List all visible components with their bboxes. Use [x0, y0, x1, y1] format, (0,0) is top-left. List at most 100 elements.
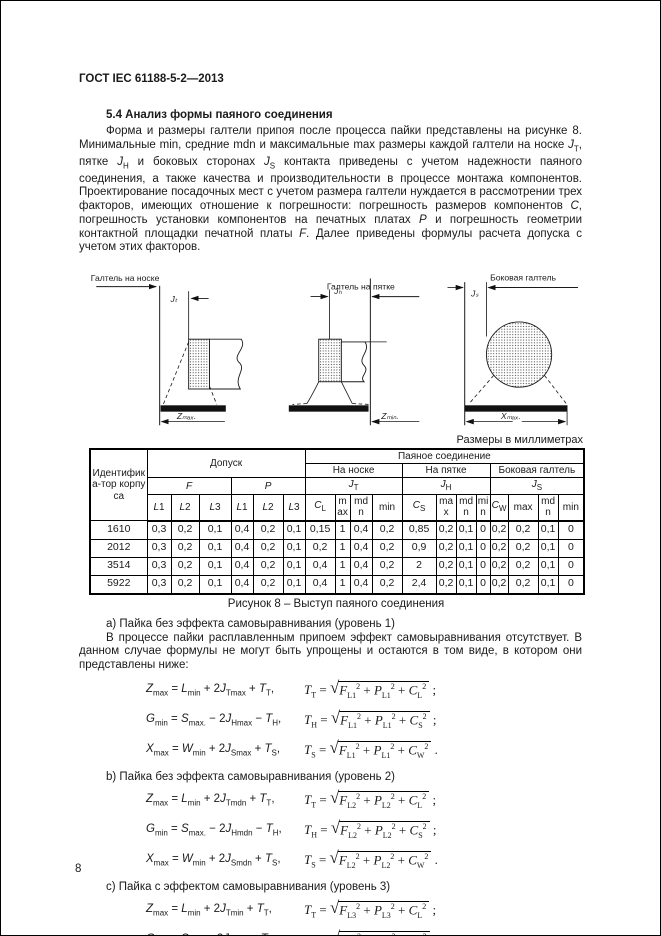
- figure-caption: Рисунок 8 – Выступ паяного соединения: [227, 597, 445, 610]
- equation-row: Xmax = Wmin + 2JSmax + TS, TS = √ FL12 + P…: [79, 738, 582, 763]
- table-row: 1610 0,3 0,2 0,1 0,4 0,2 0,1 0,15 1 0,4 0,2 0,85 0,2…: [89, 520, 585, 540]
- equation-group-b: Zmax = Lmin + 2JTmdn + TT, TT = √ FL22 + P…: [79, 788, 582, 873]
- side-j-dim-label: Jₛ: [470, 289, 479, 299]
- equation-row: Zmax = Lmin + 2JTmax + TT, TT = √ FL12 + P…: [79, 678, 582, 703]
- heel-fillet-flare-left: [306, 381, 319, 404]
- component-lead-break: [340, 341, 367, 383]
- col-header-l1: L1: [230, 494, 254, 522]
- value-cell: 0,4: [349, 520, 373, 540]
- subsection-c-heading: c) Пайка с эффектом самовыравнивания (ур…: [106, 880, 391, 893]
- value-cell: 0,2: [435, 574, 457, 595]
- value-cell: 0,4: [230, 538, 254, 558]
- equation-left: Zmax = Lmin + 2JTmdn + TT,: [146, 793, 275, 808]
- col-header-cw: CW: [489, 494, 509, 522]
- col-header-l2: L2: [252, 494, 284, 522]
- heel-solder-fillet: [317, 338, 342, 383]
- toe-fillet-label: Галтель на носке: [91, 273, 160, 283]
- equation-group-a: Zmax = Lmin + 2JTmax + TT, TT = √ FL12 + P…: [79, 678, 582, 763]
- value-cell: 0: [557, 556, 585, 576]
- col-header-mdn: mdn: [349, 494, 373, 522]
- value-cell: 1: [334, 538, 351, 558]
- value-cell: 0,2: [304, 538, 336, 558]
- units-note: Размеры в миллиметрах: [456, 433, 583, 446]
- equation-left: Xmax = Wmin + 2JSmdn + TS,: [146, 853, 281, 868]
- value-cell: 0,4: [304, 574, 336, 595]
- table-row: 2012 0,3 0,2 0,1 0,4 0,2 0,1 0,2 1 0,4 0,2 0,9 0,2 0,…: [89, 538, 585, 558]
- package-id-cell: 2012: [89, 538, 148, 558]
- value-cell: 0,4: [349, 556, 373, 576]
- value-cell: 0,1: [537, 574, 559, 595]
- subsection-a: a) Пайка без эффекта самовыравнивания (у…: [79, 618, 582, 763]
- equation-right: TT = √ FL32 + PL32 + CL2 ;: [304, 897, 437, 920]
- value-cell: 0,2: [371, 520, 403, 540]
- col-header-package-id: Идентифика-тор корпуса: [89, 448, 148, 522]
- value-cell: 0: [475, 520, 491, 540]
- value-cell: 0,1: [455, 556, 477, 576]
- page-number: 8: [75, 863, 82, 875]
- value-cell: 0: [475, 574, 491, 595]
- value-cell: 0,1: [537, 556, 559, 576]
- heel-fillet-label: Галтель на пятке: [326, 281, 394, 291]
- value-cell: 0,1: [282, 520, 306, 540]
- value-cell: 0,2: [170, 538, 200, 558]
- value-cell: 0,2: [371, 556, 403, 576]
- toe-fillet-slope-right: [209, 386, 218, 405]
- value-cell: 0,3: [146, 574, 172, 595]
- value-cell: 0: [557, 538, 585, 558]
- heel-fillet-slope-left: [292, 403, 307, 405]
- subsection-a-heading: a) Пайка без эффекта самовыравнивания (у…: [106, 617, 395, 630]
- value-cell: 0,2: [371, 574, 403, 595]
- value-cell: 0,1: [537, 520, 559, 540]
- side-lead-section: [485, 321, 552, 388]
- zmin-dim-label: Zₘᵢₙ.: [380, 411, 399, 421]
- fillet-dimension-table: Идентифика-тор корпуса Допуск Паяное сое…: [89, 447, 586, 595]
- col-header-jh: JН: [401, 477, 491, 496]
- equation-row: Gmin = Smax. − 2JHmdn − TH, TH = √ FL22 + …: [79, 818, 582, 843]
- section-paragraph: Форма и размеры галтели припоя после про…: [79, 125, 582, 254]
- col-header-max: max: [507, 494, 539, 522]
- heel-j-dim-label: Jₕ: [333, 286, 342, 296]
- col-header-cs: CS: [401, 494, 437, 522]
- col-header-side: Боковая галтель: [489, 463, 585, 479]
- value-cell: 0,2: [170, 556, 200, 576]
- value-cell: 0,9: [401, 538, 437, 558]
- value-cell: 0,2: [252, 520, 284, 540]
- value-cell: 0,2: [435, 538, 457, 558]
- col-header-joint: Паяное соединение: [304, 448, 585, 465]
- value-cell: 2: [401, 556, 437, 576]
- col-header-jt: JТ: [304, 477, 403, 496]
- value-cell: 0,1: [455, 520, 477, 540]
- value-cell: 2,4: [401, 574, 437, 595]
- col-header-p: P: [230, 477, 306, 496]
- value-cell: 0,2: [507, 556, 539, 576]
- subsection-c: c) Пайка с эффектом самовыравнивания (ур…: [79, 880, 582, 935]
- value-cell: 0,2: [489, 574, 509, 595]
- col-header-l3: L3: [282, 494, 306, 522]
- value-cell: 1: [334, 556, 351, 576]
- equation-right: TS = √ FL12 + PL12 + CW2 .: [304, 737, 438, 760]
- col-header-mdn: mdn: [455, 494, 477, 522]
- equation-row: Xmax = Wmin + 2JSmdn + TS, TS = √ FL22 + P…: [79, 848, 582, 873]
- value-cell: 0,1: [282, 574, 306, 595]
- equation-row: Zmax = Lmin + 2JTmin + TT, TT = √ FL32 + P…: [79, 898, 582, 923]
- value-cell: 0,2: [435, 556, 457, 576]
- value-cell: 0,1: [198, 538, 232, 558]
- value-cell: 0,2: [489, 538, 509, 558]
- value-cell: 0,4: [349, 538, 373, 558]
- xmax-dim-label: Xₘₐₓ.: [499, 411, 520, 421]
- equation-right: TH = √ FL12 + PL12 + CS2 ;: [304, 707, 437, 730]
- toe-solder-fillet: [188, 338, 210, 390]
- equation-group-c: Zmax = Lmin + 2JTmin + TT, TT = √ FL32 + P…: [79, 898, 582, 935]
- col-header-cl: CL: [304, 494, 336, 522]
- col-header-f: F: [146, 477, 232, 496]
- value-cell: 0,2: [507, 538, 539, 558]
- value-cell: 0,1: [282, 538, 306, 558]
- value-cell: 0: [557, 574, 585, 595]
- equation-right: TT = √ FL22 + PL22 + CL2 ;: [304, 787, 437, 810]
- col-header-min: min: [557, 494, 585, 522]
- col-header-heel: На пятке: [401, 463, 491, 479]
- toe-fillet-slope-left: [162, 341, 190, 405]
- value-cell: 0: [557, 520, 585, 540]
- value-cell: 0,1: [282, 556, 306, 576]
